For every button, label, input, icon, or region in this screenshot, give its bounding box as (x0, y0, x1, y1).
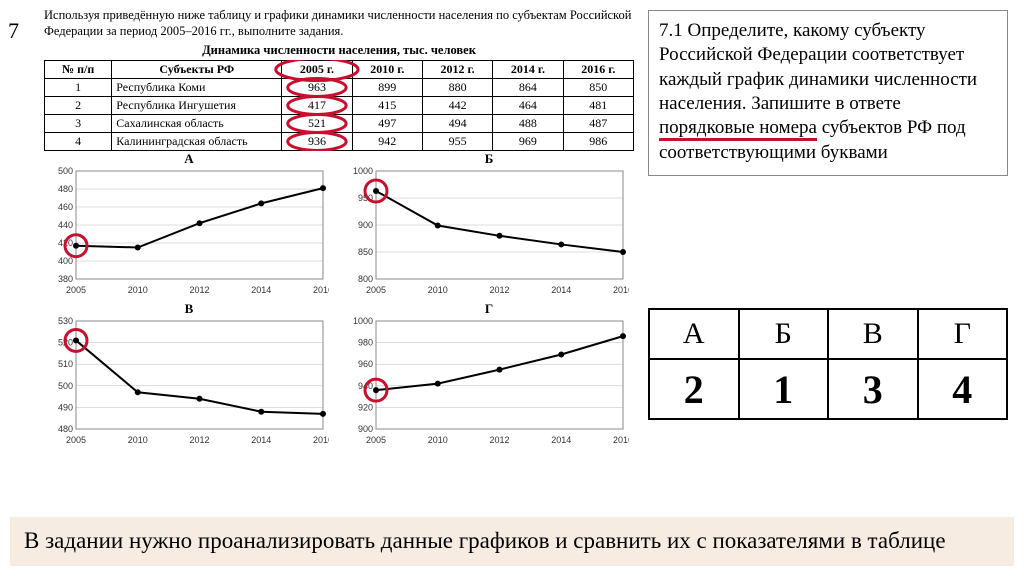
svg-text:400: 400 (58, 256, 73, 266)
answer-letters-row: А Б В Г (649, 309, 1007, 359)
chart-label-G: Г (344, 301, 634, 317)
chart-label-B: Б (344, 151, 634, 167)
chart-B: 800850900950100020052010201220142016 (344, 167, 629, 297)
svg-text:920: 920 (358, 403, 373, 413)
answer-numbers-row: 2 1 3 4 (649, 359, 1007, 419)
col-subj: Субъекты РФ (112, 61, 282, 79)
answer-table: А Б В Г 2 1 3 4 (648, 308, 1008, 420)
intro-text: Используя приведённую ниже таблицу и гра… (44, 8, 634, 39)
svg-text:2014: 2014 (251, 435, 271, 445)
question-text-1: Определите, какому субъекту Российской Ф… (659, 20, 977, 114)
table-row: 1Республика Коми963899880864850 (45, 79, 634, 97)
svg-text:1000: 1000 (353, 317, 373, 326)
svg-text:510: 510 (58, 359, 73, 369)
table-row: 4Калининградская область936942955969986 (45, 133, 634, 151)
svg-text:460: 460 (58, 202, 73, 212)
charts-area: А 38040042044046048050020052010201220142… (44, 151, 634, 451)
svg-text:2012: 2012 (489, 435, 509, 445)
svg-text:2016: 2016 (613, 285, 629, 295)
chart-V: 48049050051052053020052010201220142016 (44, 317, 329, 447)
svg-text:2010: 2010 (428, 435, 448, 445)
svg-text:980: 980 (358, 338, 373, 348)
svg-text:800: 800 (358, 274, 373, 284)
svg-text:480: 480 (58, 184, 73, 194)
col-2005: 2005 г. (282, 61, 352, 79)
svg-text:380: 380 (58, 274, 73, 284)
svg-text:440: 440 (58, 220, 73, 230)
question-box: 7.1 Определите, какому субъекту Российск… (648, 10, 1008, 176)
svg-text:2016: 2016 (613, 435, 629, 445)
svg-text:2014: 2014 (551, 285, 571, 295)
svg-text:2005: 2005 (366, 435, 386, 445)
question-text-underlined: порядковые номера (659, 117, 817, 141)
svg-text:530: 530 (58, 317, 73, 326)
chart-G: 900920940960980100020052010201220142016 (344, 317, 629, 447)
col-num: № п/п (45, 61, 112, 79)
col-2014: 2014 г. (493, 61, 563, 79)
svg-text:2012: 2012 (189, 285, 209, 295)
svg-text:2005: 2005 (366, 285, 386, 295)
chart-label-A: А (44, 151, 334, 167)
svg-text:960: 960 (358, 359, 373, 369)
svg-text:2016: 2016 (313, 435, 329, 445)
population-table: № п/п Субъекты РФ 2005 г. 2010 г. 2012 г… (44, 60, 634, 151)
col-2012: 2012 г. (422, 61, 492, 79)
svg-text:1000: 1000 (353, 167, 373, 176)
svg-text:500: 500 (58, 167, 73, 176)
table-row: 2Республика Ингушетия417415442464481 (45, 97, 634, 115)
svg-text:490: 490 (58, 403, 73, 413)
svg-text:2014: 2014 (551, 435, 571, 445)
question-number: 7.1 (659, 20, 683, 41)
svg-text:2005: 2005 (66, 285, 86, 295)
svg-text:850: 850 (358, 247, 373, 257)
table-row: 3Сахалинская область521497494488487 (45, 115, 634, 133)
svg-text:2010: 2010 (128, 435, 148, 445)
svg-text:480: 480 (58, 424, 73, 434)
svg-text:2010: 2010 (128, 285, 148, 295)
svg-text:2010: 2010 (428, 285, 448, 295)
bottom-note: В задании нужно проанализировать данные … (10, 517, 1014, 566)
table-header-row: № п/п Субъекты РФ 2005 г. 2010 г. 2012 г… (45, 61, 634, 79)
svg-text:900: 900 (358, 220, 373, 230)
svg-text:2016: 2016 (313, 285, 329, 295)
chart-A: 3804004204404604805002005201020122014201… (44, 167, 329, 297)
chart-label-V: В (44, 301, 334, 317)
col-2010: 2010 г. (352, 61, 422, 79)
svg-text:900: 900 (358, 424, 373, 434)
svg-text:500: 500 (58, 381, 73, 391)
col-2016: 2016 г. (563, 61, 633, 79)
task-number: 7 (8, 18, 19, 44)
svg-text:2012: 2012 (489, 285, 509, 295)
svg-text:2014: 2014 (251, 285, 271, 295)
table-title: Динамика численности населения, тыс. чел… (44, 43, 634, 58)
svg-text:2012: 2012 (189, 435, 209, 445)
svg-text:2005: 2005 (66, 435, 86, 445)
